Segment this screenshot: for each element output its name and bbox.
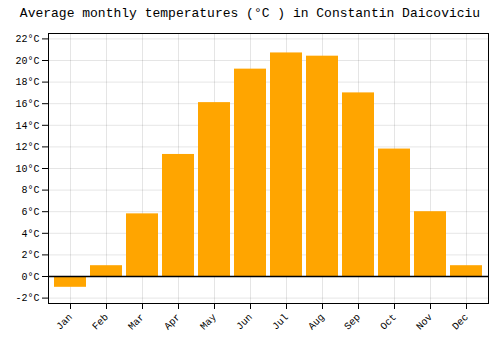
svg-text:Apr: Apr	[162, 312, 183, 333]
svg-text:0°C: 0°C	[21, 272, 39, 283]
svg-text:Mar: Mar	[126, 312, 147, 333]
svg-text:Dec: Dec	[450, 312, 471, 333]
svg-text:Nov: Nov	[414, 312, 435, 333]
svg-text:Jun: Jun	[234, 312, 255, 333]
svg-text:Sep: Sep	[342, 312, 363, 333]
svg-text:6°C: 6°C	[21, 207, 39, 218]
svg-text:10°C: 10°C	[15, 164, 39, 175]
svg-text:May: May	[198, 312, 219, 333]
svg-text:8°C: 8°C	[21, 185, 39, 196]
svg-text:22°C: 22°C	[15, 34, 39, 45]
svg-text:2°C: 2°C	[21, 250, 39, 261]
svg-text:14°C: 14°C	[15, 121, 39, 132]
svg-text:-2°C: -2°C	[15, 293, 39, 304]
svg-text:Jan: Jan	[54, 312, 75, 333]
html-text:Average monthly temperatures (: Average monthly temperatures (°C ) in Co…	[19, 6, 481, 21]
svg-text:Feb: Feb	[90, 312, 111, 333]
svg-text:16°C: 16°C	[15, 99, 39, 110]
svg-text:4°C: 4°C	[21, 229, 39, 240]
svg-text:Jul: Jul	[270, 312, 291, 333]
svg-text:18°C: 18°C	[15, 77, 39, 88]
svg-text:Oct: Oct	[378, 312, 399, 333]
svg-text:Aug: Aug	[306, 312, 327, 333]
svg-text:12°C: 12°C	[15, 142, 39, 153]
svg-text:20°C: 20°C	[15, 56, 39, 67]
